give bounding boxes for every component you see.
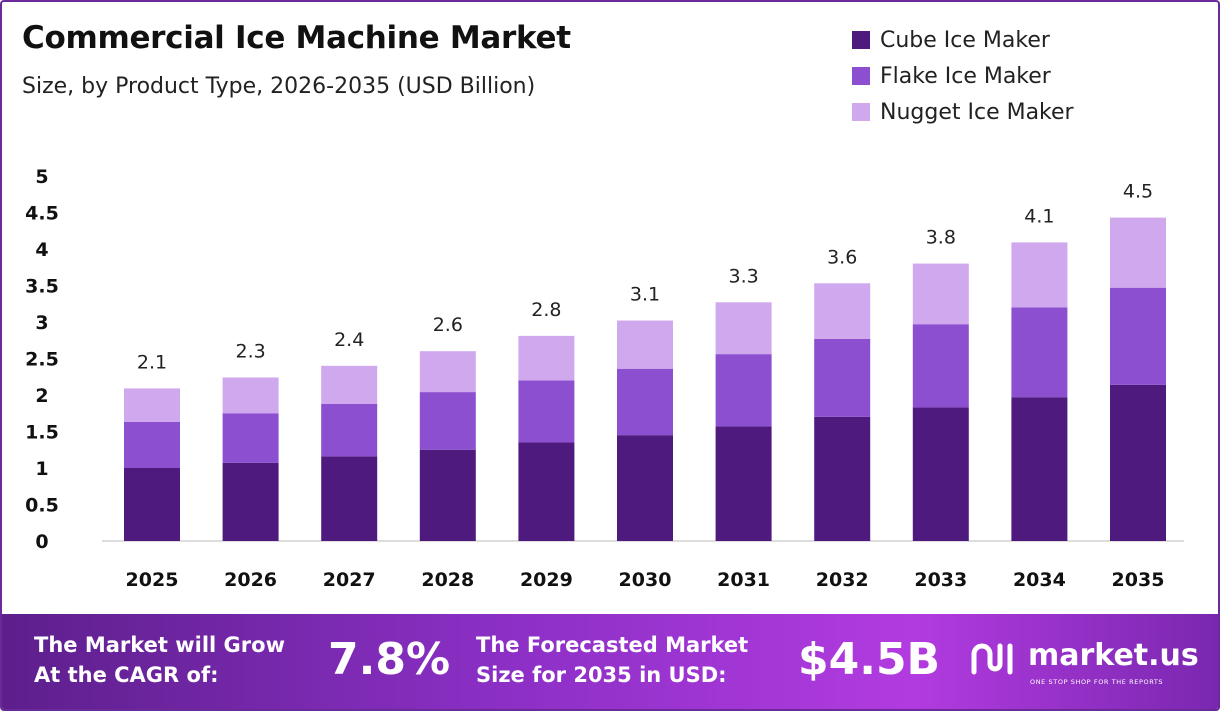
bar-segment-nugget-ice-maker <box>1011 242 1068 308</box>
x-tick-label: 2034 <box>1013 569 1066 591</box>
bar-segment-cube-ice-maker <box>1011 397 1068 541</box>
x-tick-label: 2026 <box>224 569 277 591</box>
x-tick-label: 2029 <box>520 569 573 591</box>
stacked-bar-chart: 0 0.5 1 1.5 2 2.5 3 3.5 4 4.5 5 2.1 2025 2.3 2026 2.4 20… <box>25 166 1184 591</box>
forecast-caption-line1: The Forecasted Market <box>476 633 749 657</box>
bar-segment-flake-ice-maker <box>124 422 180 468</box>
bar-segment-flake-ice-maker <box>1011 307 1068 398</box>
legend-item-flake: Flake Ice Maker <box>852 58 1074 94</box>
bar-total-label: 2.8 <box>531 299 561 321</box>
brand-tagline: ONE STOP SHOP FOR THE REPORTS <box>1030 678 1164 686</box>
cagr-caption-line2: At the CAGR of: <box>34 663 219 687</box>
y-tick-label: 0.5 <box>25 495 59 517</box>
bar-total-label: 2.6 <box>433 314 463 336</box>
bar-segment-nugget-ice-maker <box>222 377 279 414</box>
chart-legend: Cube Ice Maker Flake Ice Maker Nugget Ic… <box>852 22 1074 130</box>
legend-swatch-nugget <box>852 103 870 121</box>
bar-segment-flake-ice-maker <box>518 380 575 443</box>
forecast-value: $4.5B <box>798 634 941 685</box>
bar-segment-cube-ice-maker <box>617 435 673 541</box>
y-tick-label: 4 <box>35 239 48 261</box>
legend-swatch-cube <box>852 31 870 49</box>
cagr-caption-line1: The Market will Grow <box>34 633 285 657</box>
bar-segment-cube-ice-maker <box>124 468 180 541</box>
bar-segment-flake-ice-maker <box>222 413 279 463</box>
summary-banner: The Market will Grow At the CAGR of: 7.8… <box>2 614 1218 709</box>
bar-segment-flake-ice-maker <box>814 338 871 417</box>
y-tick-label: 3 <box>35 312 48 334</box>
bar-segment-flake-ice-maker <box>912 324 969 408</box>
bar-total-label: 2.3 <box>235 340 265 362</box>
bar-segment-flake-ice-maker <box>321 403 378 457</box>
legend-item-cube: Cube Ice Maker <box>852 22 1074 58</box>
bar-segment-cube-ice-maker <box>419 449 476 541</box>
bar-segment-nugget-ice-maker <box>814 283 871 339</box>
y-tick-label: 2 <box>35 385 48 407</box>
bar-segment-cube-ice-maker <box>814 416 871 541</box>
y-tick-label: 2.5 <box>25 349 59 371</box>
y-tick-label: 4.5 <box>25 203 59 225</box>
x-tick-label: 2031 <box>717 569 770 591</box>
bar-segment-nugget-ice-maker <box>1110 217 1166 288</box>
legend-swatch-flake <box>852 67 870 85</box>
bar-segment-nugget-ice-maker <box>715 302 772 355</box>
x-tick-label: 2028 <box>421 569 474 591</box>
bar-total-label: 2.1 <box>137 351 167 373</box>
bar-segment-flake-ice-maker <box>1110 287 1166 385</box>
x-tick-label: 2030 <box>619 569 672 591</box>
legend-label-nugget: Nugget Ice Maker <box>880 99 1074 125</box>
legend-label-flake: Flake Ice Maker <box>880 63 1051 89</box>
bar-total-label: 2.4 <box>334 329 364 351</box>
forecast-caption-line2: Size for 2035 in USD: <box>476 663 727 687</box>
bar-segment-nugget-ice-maker <box>518 335 575 381</box>
bar-segment-cube-ice-maker <box>1110 384 1166 541</box>
market-us-logo-icon <box>971 643 1013 675</box>
bar-segment-cube-ice-maker <box>518 442 575 541</box>
x-tick-label: 2035 <box>1112 569 1165 591</box>
bar-segment-cube-ice-maker <box>222 462 279 541</box>
cagr-caption: The Market will Grow At the CAGR of: <box>34 630 285 690</box>
bar-total-label: 4.1 <box>1024 205 1054 227</box>
chart-title: Commercial Ice Machine Market <box>22 20 571 56</box>
legend-label-cube: Cube Ice Maker <box>880 27 1050 53</box>
cagr-value: 7.8% <box>328 634 451 685</box>
brand-logo: market.us ONE STOP SHOP FOR THE REPORTS <box>970 634 1200 694</box>
bar-segment-nugget-ice-maker <box>321 365 378 404</box>
bar-segment-cube-ice-maker <box>912 407 969 541</box>
y-tick-label: 1 <box>35 458 48 480</box>
bar-total-label: 3.1 <box>630 284 660 306</box>
bar-total-label: 3.8 <box>926 227 956 249</box>
bar-total-label: 3.6 <box>827 246 857 268</box>
y-tick-label: 0 <box>35 531 48 553</box>
brand-name: market.us <box>1028 638 1199 673</box>
forecast-caption: The Forecasted Market Size for 2035 in U… <box>476 630 748 690</box>
bar-segment-flake-ice-maker <box>715 354 772 427</box>
y-tick-label: 3.5 <box>25 276 59 298</box>
bar-total-label: 3.3 <box>728 265 758 287</box>
chart-subtitle: Size, by Product Type, 2026-2035 (USD Bi… <box>22 74 536 99</box>
bar-segment-nugget-ice-maker <box>912 263 969 325</box>
bar-segment-nugget-ice-maker <box>419 351 476 393</box>
bar-segment-cube-ice-maker <box>321 456 378 541</box>
bar-segment-flake-ice-maker <box>419 392 476 450</box>
y-tick-label: 5 <box>35 166 48 188</box>
bar-segment-nugget-ice-maker <box>124 388 180 423</box>
y-tick-label: 1.5 <box>25 422 59 444</box>
x-tick-label: 2032 <box>816 569 869 591</box>
bar-segment-nugget-ice-maker <box>617 320 673 369</box>
bar-total-label: 4.5 <box>1123 181 1153 203</box>
x-tick-label: 2033 <box>914 569 967 591</box>
legend-item-nugget: Nugget Ice Maker <box>852 94 1074 130</box>
bar-segment-cube-ice-maker <box>715 426 772 541</box>
x-tick-label: 2027 <box>323 569 376 591</box>
bar-segment-flake-ice-maker <box>617 368 673 436</box>
x-tick-label: 2025 <box>126 569 179 591</box>
